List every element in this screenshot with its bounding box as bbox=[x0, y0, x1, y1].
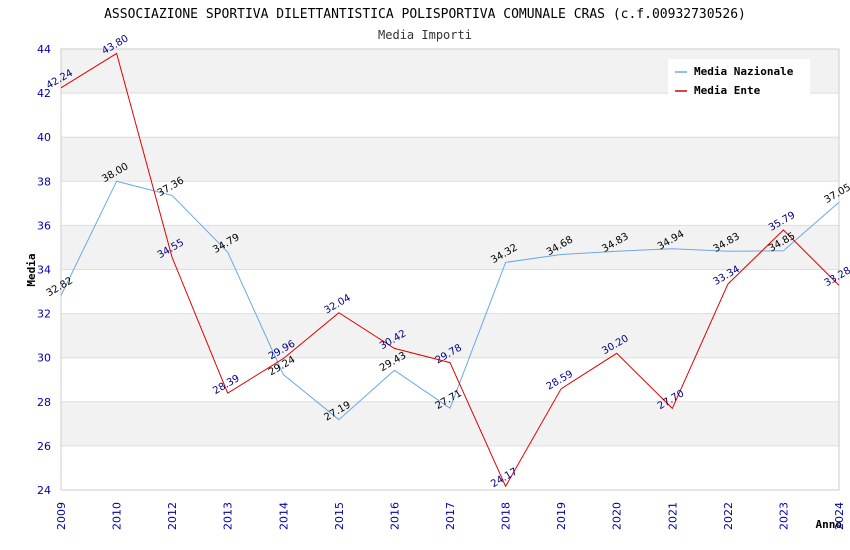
y-tick-label: 42 bbox=[37, 87, 51, 100]
plot-band bbox=[61, 225, 839, 270]
legend-label-ente: Media Ente bbox=[694, 84, 761, 97]
x-tick-label: 2023 bbox=[777, 502, 790, 530]
x-tick-label: 2016 bbox=[388, 502, 401, 530]
x-tick-label: 2013 bbox=[222, 502, 235, 530]
y-tick-label: 26 bbox=[37, 440, 51, 453]
data-label-ente: 24.17 bbox=[489, 466, 519, 490]
data-label-ente: 28.39 bbox=[211, 373, 241, 397]
x-tick-label: 2010 bbox=[111, 502, 124, 530]
x-tick-label: 2024 bbox=[833, 502, 846, 530]
plot-band bbox=[61, 313, 839, 358]
x-tick-label: 2017 bbox=[444, 502, 457, 530]
x-tick-label: 2014 bbox=[277, 502, 290, 530]
x-tick-label: 2020 bbox=[611, 502, 624, 530]
plot-background-bands bbox=[61, 49, 839, 446]
chart-title: ASSOCIAZIONE SPORTIVA DILETTANTISTICA PO… bbox=[104, 7, 746, 22]
data-label-nazionale: 37.05 bbox=[823, 182, 850, 206]
plot-area bbox=[60, 48, 840, 491]
x-tick-label: 2012 bbox=[166, 502, 179, 530]
data-label-nazionale: 32.82 bbox=[45, 275, 75, 299]
y-tick-label: 28 bbox=[37, 396, 51, 409]
data-label-ente: 28.59 bbox=[545, 369, 575, 393]
series-line-nazionale bbox=[60, 180, 840, 421]
x-tick-label: 2018 bbox=[500, 502, 513, 530]
chart-subtitle: Media Importi bbox=[378, 28, 472, 42]
x-tick-label: 2015 bbox=[333, 502, 346, 530]
y-tick-label: 36 bbox=[37, 219, 51, 232]
x-axis-label: Anno bbox=[816, 518, 843, 531]
x-axis-ticks: 2009 2010 2012 2013 2014 2015 2016 2017 2018 2019… bbox=[55, 502, 846, 530]
plot-band bbox=[61, 137, 839, 182]
y-tick-label: 40 bbox=[37, 131, 51, 144]
x-tick-label: 2021 bbox=[666, 502, 679, 530]
y-tick-label: 38 bbox=[37, 175, 51, 188]
x-tick-label: 2022 bbox=[722, 502, 735, 530]
gridlines bbox=[61, 48, 839, 491]
series-lines bbox=[60, 52, 840, 488]
legend: Media Nazionale Media Ente bbox=[668, 59, 810, 97]
plot-band bbox=[61, 401, 839, 446]
y-tick-label: 32 bbox=[37, 308, 51, 321]
series-line-ente bbox=[60, 52, 840, 488]
data-label-ente: 32.04 bbox=[322, 293, 352, 317]
legend-box bbox=[668, 59, 810, 97]
legend-label-nazionale: Media Nazionale bbox=[694, 65, 794, 78]
y-tick-label: 30 bbox=[37, 352, 51, 365]
y-axis-ticks: 24 26 28 30 32 34 36 38 40 42 44 bbox=[37, 43, 51, 497]
y-tick-label: 44 bbox=[37, 43, 51, 56]
x-tick-label: 2019 bbox=[555, 502, 568, 530]
y-axis-label: Media bbox=[25, 253, 38, 286]
x-tick-label: 2009 bbox=[55, 502, 68, 530]
y-tick-label: 34 bbox=[37, 264, 51, 277]
y-tick-label: 24 bbox=[37, 484, 51, 497]
